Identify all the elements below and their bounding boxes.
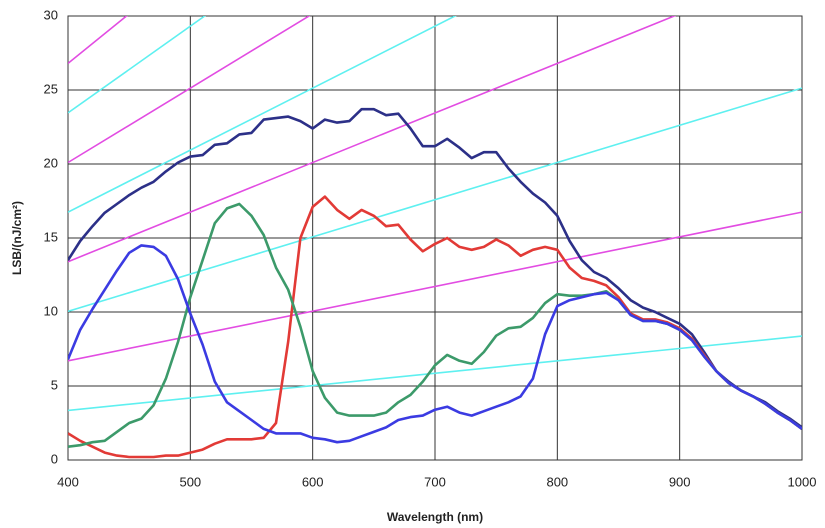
y-tick-label: 15 bbox=[44, 229, 58, 244]
plot-area bbox=[68, 16, 802, 459]
x-tick-label: 600 bbox=[302, 474, 324, 489]
y-tick-label: 0 bbox=[51, 451, 58, 466]
y-tick-label: 5 bbox=[51, 377, 58, 392]
series-line bbox=[68, 16, 677, 263]
series-line bbox=[68, 244, 802, 444]
x-tick-label: 500 bbox=[179, 474, 201, 489]
series-line bbox=[68, 16, 207, 114]
series-line bbox=[68, 211, 802, 362]
series-line bbox=[68, 16, 311, 164]
y-tick-label: 30 bbox=[44, 7, 58, 22]
y-tick-label: 10 bbox=[44, 303, 58, 318]
x-tick-label: 400 bbox=[57, 474, 79, 489]
y-tick-label: 20 bbox=[44, 155, 58, 170]
x-axis-title: Wavelength (nm) bbox=[387, 510, 483, 524]
x-tick-label: 1000 bbox=[788, 474, 817, 489]
x-tick-label: 800 bbox=[546, 474, 568, 489]
y-tick-label: 25 bbox=[44, 81, 58, 96]
series-line bbox=[68, 195, 802, 459]
series-line bbox=[68, 335, 802, 412]
series-line bbox=[68, 107, 802, 429]
x-tick-label: 700 bbox=[424, 474, 446, 489]
x-tick-label: 900 bbox=[669, 474, 691, 489]
series-line bbox=[68, 87, 802, 313]
grid: 0 5 10 15 20 25 30 400 500 600 700 800 900 1000 bbox=[44, 7, 817, 489]
series-line bbox=[68, 16, 457, 213]
y-axis-title: LSB/(nJ/cm²) bbox=[10, 201, 24, 275]
